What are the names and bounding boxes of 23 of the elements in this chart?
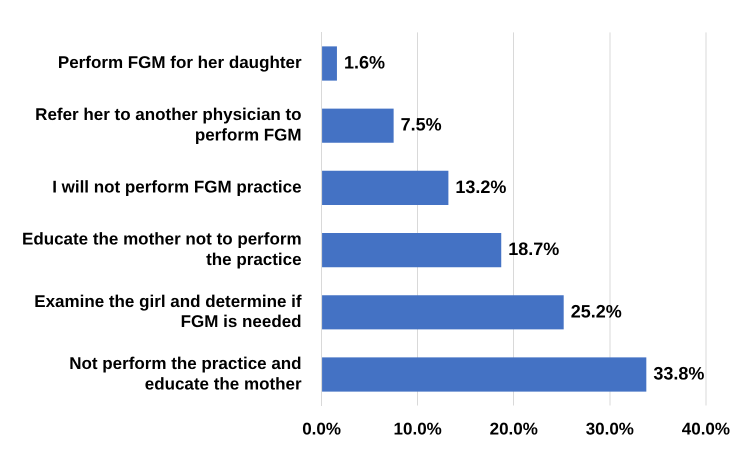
y-tick-label: Examine the girl and determine if FGM is needed [34,292,302,332]
bar [322,170,448,206]
data-label: 1.6% [344,52,385,72]
data-label: 33.8% [653,363,704,384]
y-tick-label: Educate the mother not to perform the practice [22,230,302,269]
data-label: 7.5% [400,114,442,135]
x-tick-label: 20.0% [490,419,538,438]
x-tick-label: 30.0% [586,419,634,438]
y-tick-label: I will not perform FGM practice [52,178,302,197]
y-tick-label: Refer her to another physician to perform FGM [35,105,302,145]
bar [322,357,646,392]
data-label: 18.7% [508,239,560,260]
x-tick-label: 0.0% [302,419,341,438]
x-tick-label: 10.0% [394,419,442,438]
data-label: 25.2% [570,301,622,322]
data-label: 13.2% [455,176,506,197]
bar [322,232,502,268]
y-tick-label: Perform FGM for her daughter [58,53,302,72]
bar [322,108,394,143]
bar [322,46,337,81]
y-tick-label: Not perform the practice and educate the mother [69,354,302,394]
x-tick-label: 40.0% [682,419,730,438]
bar [322,295,564,330]
